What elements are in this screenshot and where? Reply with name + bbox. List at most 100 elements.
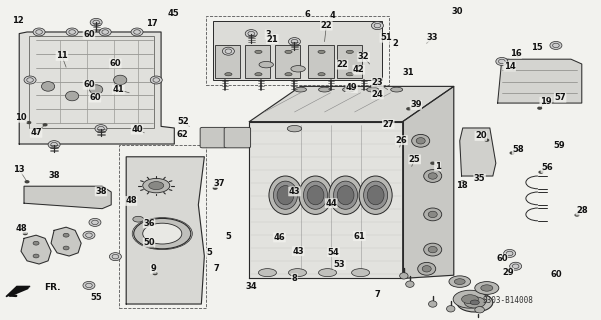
- Ellipse shape: [99, 28, 111, 36]
- Text: 17: 17: [145, 19, 157, 28]
- Ellipse shape: [63, 246, 69, 250]
- Text: 49: 49: [346, 84, 358, 92]
- Ellipse shape: [400, 273, 408, 279]
- Ellipse shape: [109, 253, 121, 260]
- Ellipse shape: [131, 28, 143, 36]
- Circle shape: [27, 122, 31, 124]
- Ellipse shape: [429, 301, 437, 307]
- Text: 19: 19: [540, 97, 552, 106]
- Text: 27: 27: [382, 120, 394, 129]
- Text: 5: 5: [225, 232, 231, 241]
- Text: 3: 3: [265, 30, 271, 39]
- Ellipse shape: [424, 208, 442, 221]
- Text: 7: 7: [213, 264, 219, 273]
- Text: 14: 14: [504, 62, 516, 71]
- Text: 30: 30: [451, 7, 463, 16]
- Ellipse shape: [453, 290, 487, 308]
- Ellipse shape: [471, 300, 480, 305]
- Ellipse shape: [89, 218, 101, 227]
- Ellipse shape: [307, 186, 324, 205]
- Ellipse shape: [550, 41, 562, 49]
- Ellipse shape: [337, 186, 354, 205]
- Ellipse shape: [66, 28, 78, 36]
- Ellipse shape: [285, 50, 292, 53]
- FancyBboxPatch shape: [245, 45, 270, 78]
- Text: 47: 47: [30, 128, 42, 137]
- Ellipse shape: [133, 216, 144, 222]
- Ellipse shape: [481, 285, 493, 291]
- Text: 15: 15: [531, 43, 543, 52]
- Text: 53: 53: [334, 260, 346, 269]
- Ellipse shape: [454, 279, 465, 284]
- Polygon shape: [460, 128, 496, 176]
- Text: 18: 18: [456, 181, 468, 190]
- Circle shape: [461, 181, 465, 183]
- Text: 26: 26: [395, 136, 407, 145]
- Ellipse shape: [428, 246, 437, 253]
- Ellipse shape: [134, 218, 191, 249]
- Text: 23: 23: [371, 78, 383, 87]
- Text: 40: 40: [131, 125, 143, 134]
- Text: 59: 59: [553, 141, 565, 150]
- Ellipse shape: [428, 211, 437, 218]
- Polygon shape: [51, 227, 81, 256]
- Ellipse shape: [346, 73, 353, 76]
- Ellipse shape: [343, 87, 355, 92]
- Ellipse shape: [299, 176, 332, 214]
- Text: 35: 35: [474, 174, 486, 183]
- Ellipse shape: [24, 76, 36, 84]
- Text: 45: 45: [168, 9, 180, 18]
- Ellipse shape: [255, 50, 262, 53]
- FancyBboxPatch shape: [337, 45, 362, 78]
- Ellipse shape: [418, 262, 436, 275]
- Ellipse shape: [143, 179, 170, 193]
- Ellipse shape: [334, 181, 358, 209]
- Ellipse shape: [304, 181, 328, 209]
- Ellipse shape: [287, 125, 302, 132]
- FancyBboxPatch shape: [275, 45, 300, 78]
- Ellipse shape: [277, 186, 294, 205]
- Circle shape: [43, 124, 47, 126]
- Ellipse shape: [359, 176, 392, 214]
- Ellipse shape: [367, 87, 379, 92]
- Text: 22: 22: [320, 21, 332, 30]
- Ellipse shape: [150, 76, 162, 84]
- Text: 39: 39: [410, 100, 422, 109]
- Circle shape: [510, 152, 514, 154]
- Ellipse shape: [504, 250, 516, 257]
- Ellipse shape: [114, 75, 127, 85]
- Text: 60: 60: [83, 80, 95, 89]
- Text: 44: 44: [325, 199, 337, 208]
- Circle shape: [25, 181, 29, 183]
- Text: 57: 57: [554, 93, 566, 102]
- Text: 21: 21: [266, 35, 278, 44]
- Polygon shape: [498, 59, 582, 103]
- Ellipse shape: [318, 50, 325, 53]
- Ellipse shape: [371, 21, 383, 29]
- Polygon shape: [249, 86, 454, 122]
- Ellipse shape: [447, 306, 455, 312]
- Text: 13: 13: [13, 165, 25, 174]
- Text: 12: 12: [12, 16, 24, 25]
- Ellipse shape: [33, 241, 39, 245]
- Polygon shape: [126, 157, 204, 304]
- Ellipse shape: [510, 262, 522, 270]
- Text: 50: 50: [143, 238, 155, 247]
- Ellipse shape: [496, 58, 508, 65]
- Polygon shape: [6, 286, 30, 297]
- Text: 60: 60: [496, 254, 508, 263]
- Ellipse shape: [273, 181, 297, 209]
- Ellipse shape: [269, 176, 302, 214]
- Ellipse shape: [422, 266, 432, 272]
- Text: 38: 38: [48, 171, 60, 180]
- Ellipse shape: [318, 73, 325, 76]
- Text: 58: 58: [512, 145, 524, 154]
- Text: 48: 48: [125, 196, 137, 205]
- Text: 37: 37: [213, 179, 225, 188]
- Ellipse shape: [424, 243, 442, 256]
- Text: S303-B14008: S303-B14008: [483, 296, 533, 305]
- Ellipse shape: [225, 73, 232, 76]
- Ellipse shape: [41, 82, 55, 91]
- FancyBboxPatch shape: [224, 127, 251, 148]
- FancyBboxPatch shape: [308, 45, 334, 78]
